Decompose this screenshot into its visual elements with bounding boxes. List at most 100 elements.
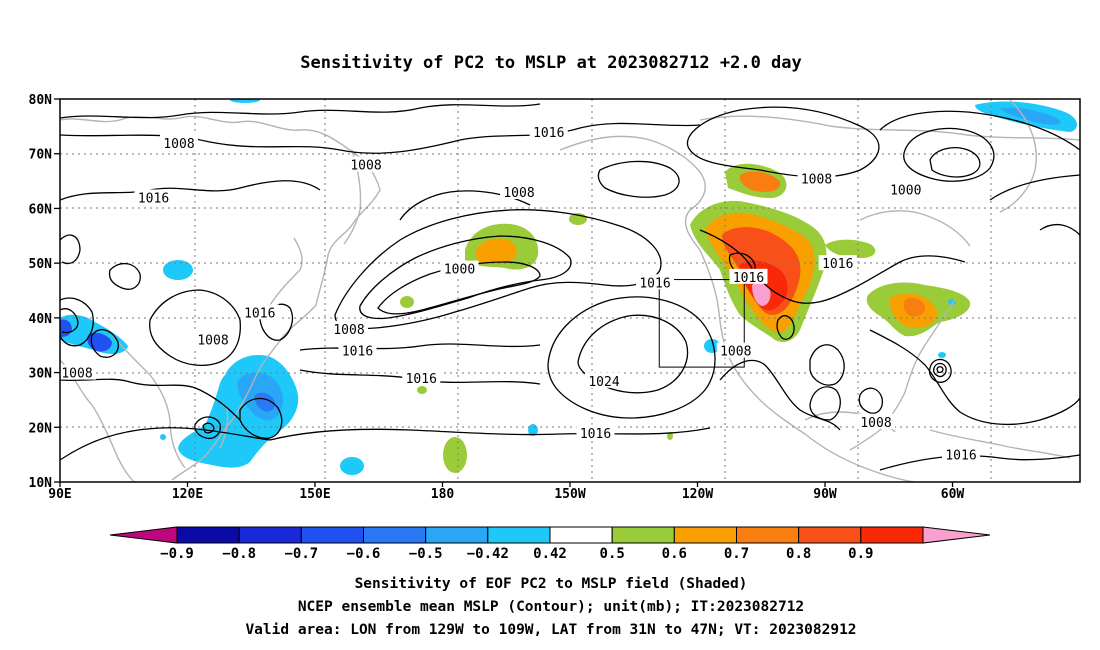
- coastline-japan: [269, 237, 303, 306]
- contour-line: [60, 180, 321, 201]
- contour-label-bg: [402, 370, 441, 386]
- coastline-asia-east: [171, 304, 317, 481]
- shade-positive-small-1: [400, 296, 414, 308]
- contour-line: [776, 315, 795, 340]
- lat-label: 10N: [29, 476, 53, 491]
- colorbar-max-triangle: [922, 526, 991, 544]
- contour-label: 1016: [945, 449, 976, 464]
- colorbar-segment: [487, 526, 551, 544]
- coastline-greenland: [999, 99, 1037, 213]
- lat-label: 40N: [29, 312, 53, 327]
- colorbar-label: 0.6: [662, 546, 687, 562]
- colorbar-segment: [549, 526, 613, 544]
- contour-label-bg: [134, 189, 173, 205]
- contour-line: [932, 362, 947, 378]
- lat-label: 60N: [29, 202, 53, 217]
- shade-positive-alaska-core: [739, 171, 781, 192]
- contour-label-bg: [338, 342, 377, 358]
- latitude-labels: 80N 70N 60N 50N 40N 30N 20N 10N: [29, 93, 60, 491]
- caption-line-1: Sensitivity of EOF PC2 to MSLP field (Sh…: [355, 576, 748, 592]
- contour-label: 1008: [197, 334, 228, 349]
- lat-label: 50N: [29, 257, 53, 272]
- coastline-na-west: [699, 249, 916, 482]
- contour-line: [60, 378, 241, 421]
- colorbar: −0.9 −0.8 −0.7 −0.6 −0.5 −0.42 0.42 0.5 0.6 0.7 0.…: [109, 526, 991, 562]
- contour-label: 1024: [588, 375, 619, 390]
- contour-label-bg: [716, 342, 755, 358]
- contour-line: [879, 454, 1080, 471]
- shade-negative-small-3: [230, 99, 260, 103]
- colorbar-label: −0.42: [467, 546, 509, 562]
- colorbar-label: −0.8: [222, 546, 256, 562]
- colorbar-segment: [425, 526, 489, 544]
- lon-label: 120W: [682, 487, 713, 502]
- colorbar-label: 0.5: [600, 546, 625, 562]
- contour-line: [809, 386, 841, 421]
- shade-positive-nw-america-pink: [752, 282, 771, 306]
- contour-line: [869, 329, 1080, 426]
- shade-negative-south-asia-core: [87, 332, 112, 352]
- contour-label: 1000: [444, 263, 475, 278]
- lon-label: 60W: [941, 487, 965, 502]
- contour-line: [108, 263, 141, 290]
- coastline-philippines: [219, 404, 229, 449]
- contour-label: 1016: [822, 257, 853, 272]
- contour-label: 1016: [533, 126, 564, 141]
- contour-label-bg: [194, 331, 232, 347]
- contour-label-bg: [857, 413, 895, 429]
- contour-label-bg: [729, 268, 768, 284]
- lon-label: 180: [431, 487, 455, 502]
- colorbar-segment: [176, 526, 240, 544]
- coastline-india: [60, 359, 135, 482]
- contour-label-bg: [585, 372, 623, 388]
- coastline-caribbean: [929, 429, 1071, 459]
- contour-label: 1016: [733, 271, 764, 286]
- contour-label-bg: [797, 170, 836, 186]
- valid-area-box: [658, 279, 745, 368]
- caption-line-3: Valid area: LON from 129W to 109W, LAT f…: [245, 622, 856, 638]
- contour-line: [686, 106, 880, 178]
- colorbar-segment: [673, 526, 737, 544]
- shade-negative-small-8: [938, 352, 946, 358]
- contour-labels: 1008 1008 1016 1008 1000 1016 1008 1000 1016 1016…: [60, 123, 980, 464]
- lon-label: 150E: [299, 487, 330, 502]
- contour-label-bg: [529, 123, 568, 139]
- contour-label-bg: [160, 134, 198, 150]
- contour-line: [359, 235, 572, 320]
- colorbar-segment: [363, 526, 427, 544]
- contour-line: [60, 427, 271, 461]
- contour-label: 1008: [333, 323, 364, 338]
- contour-label: 1008: [61, 367, 92, 382]
- contour-label: 1016: [138, 191, 169, 206]
- shade-positive-small-3: [443, 437, 467, 473]
- contour-line: [194, 416, 221, 440]
- contour-line: [809, 344, 845, 386]
- colorbar-label: −0.6: [347, 546, 381, 562]
- lon-label: 120E: [172, 487, 203, 502]
- contour-label: 1016: [342, 345, 373, 360]
- contour-line: [858, 387, 883, 414]
- colorbar-label: −0.9: [160, 546, 194, 562]
- contour-label-bg: [576, 424, 615, 440]
- colorbar-label: 0.42: [533, 546, 567, 562]
- lat-label: 20N: [29, 421, 53, 436]
- map-plot-area: 1008 1008 1016 1008 1000 1016 1008 1000 1016 1016…: [59, 98, 1081, 483]
- contour-label: 1008: [801, 172, 832, 187]
- contour-label-bg: [347, 156, 385, 172]
- colorbar-segment: [798, 526, 862, 544]
- colorbar-min-triangle: [109, 526, 178, 544]
- shade-positive-atlantic-dark: [903, 298, 926, 317]
- shade-positive-small-4: [417, 386, 427, 394]
- contour-line: [928, 358, 952, 383]
- contour-label: 1008: [860, 416, 891, 431]
- contour-line: [299, 343, 541, 351]
- colorbar-segment: [300, 526, 365, 544]
- shade-positive-central-n: [825, 239, 876, 258]
- contour-label: 1008: [720, 345, 751, 360]
- contour-line: [60, 234, 81, 265]
- shade-negative-small-4: [704, 339, 720, 353]
- contour-line: [929, 147, 981, 178]
- coastline-hudson: [859, 210, 971, 247]
- contour-line: [60, 297, 94, 347]
